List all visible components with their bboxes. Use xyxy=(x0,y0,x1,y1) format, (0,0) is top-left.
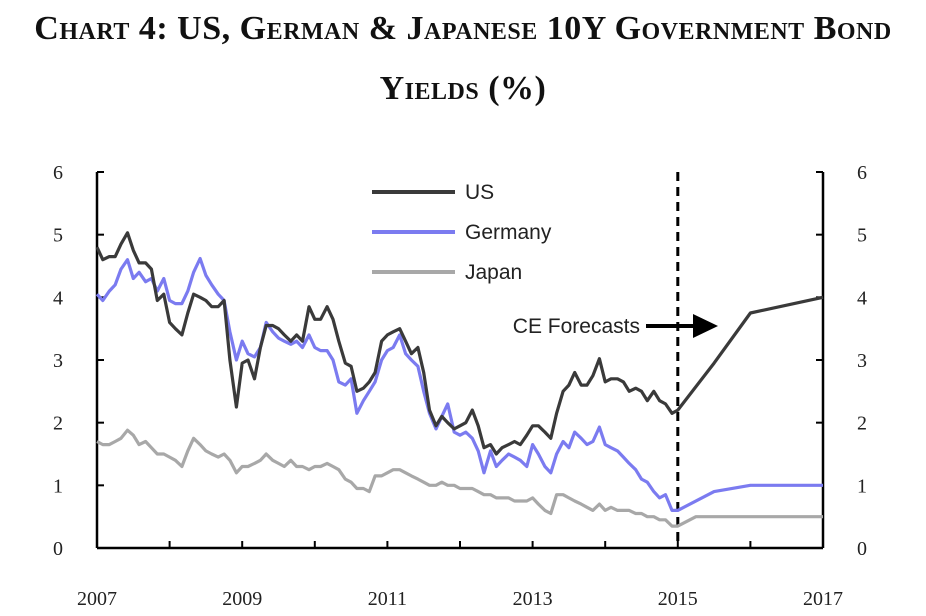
y-tick-label-right: 2 xyxy=(857,413,867,435)
annotation-arrow-head xyxy=(693,314,718,338)
y-tick-label-left: 1 xyxy=(53,475,63,497)
y-tick-label-right: 4 xyxy=(857,287,867,309)
y-tick-label-left: 5 xyxy=(53,225,63,247)
chart-title-line2: Yields (%) xyxy=(379,70,547,107)
forecast-annotation: CE Forecasts xyxy=(513,314,718,338)
legend-label-germany: Germany xyxy=(465,221,552,244)
x-tick-label: 2007 xyxy=(77,588,117,610)
legend-label-us: US xyxy=(465,181,494,204)
y-tick-label-left: 6 xyxy=(53,162,63,184)
x-tick-label: 2017 xyxy=(803,588,843,610)
y-tick-label-right: 0 xyxy=(857,538,867,560)
y-tick-label-left: 0 xyxy=(53,538,63,560)
y-tick-label-right: 3 xyxy=(857,350,867,372)
legend: US Germany Japan xyxy=(372,181,552,284)
y-tick-label-left: 2 xyxy=(53,413,63,435)
x-tick-label: 2015 xyxy=(658,588,698,610)
chart-title-line1: Chart 4: US, German & Japanese 10Y Gover… xyxy=(34,10,892,47)
annotation-label: CE Forecasts xyxy=(513,315,640,338)
y-tick-label-left: 4 xyxy=(53,287,63,309)
x-tick-label: 2009 xyxy=(222,588,262,610)
y-tick-label-right: 1 xyxy=(857,475,867,497)
x-tick-label: 2013 xyxy=(513,588,553,610)
axes-group: 0 0 1 1 2 2 3 3 4 4 5 5 6 6 2007 2009 2011 2013 2015 2017 xyxy=(53,162,867,610)
series-line-us xyxy=(95,231,824,456)
y-tick-label-right: 5 xyxy=(857,225,867,247)
series-line-germany xyxy=(95,256,823,512)
series-line-japan xyxy=(96,428,823,528)
y-tick-label-right: 6 xyxy=(857,162,867,184)
x-tick-label: 2011 xyxy=(368,588,407,610)
legend-label-japan: Japan xyxy=(465,261,522,284)
series-lines xyxy=(95,231,824,528)
y-tick-label-left: 3 xyxy=(53,350,63,372)
